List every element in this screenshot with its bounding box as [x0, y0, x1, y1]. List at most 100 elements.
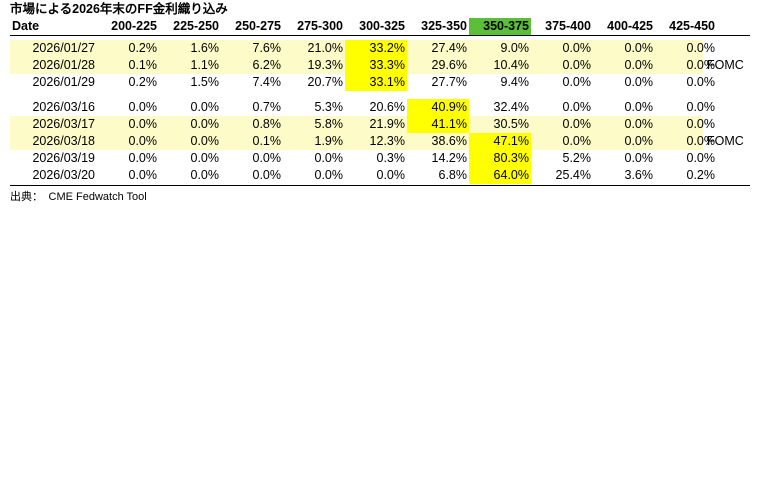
- probability-cell: 0.0%: [624, 58, 654, 72]
- probability-cell: 0.0%: [686, 41, 716, 55]
- probability-cell: 0.0%: [128, 168, 158, 182]
- probability-cell: 0.1%: [252, 134, 282, 148]
- probability-cell: 33.2%: [345, 40, 407, 57]
- probability-cell: 0.0%: [128, 100, 158, 114]
- column-header: 350-375: [469, 18, 531, 35]
- row-date: 2026/03/19: [32, 151, 95, 165]
- probability-cell: 10.4%: [493, 58, 529, 72]
- probability-cell: 7.6%: [252, 41, 282, 55]
- table-row: 2026/01/28 0.1% 1.1% 6.2% 19.3% 33.3% 29.6% 10.…: [10, 57, 750, 74]
- probability-cell: 5.3%: [314, 100, 344, 114]
- column-header: 300-325: [359, 19, 405, 33]
- probability-cell: 0.0%: [314, 151, 344, 165]
- probability-cell: 0.0%: [562, 100, 592, 114]
- probability-cell: 33.1%: [345, 74, 407, 91]
- probability-cell: 0.0%: [686, 117, 716, 131]
- column-header: 400-425: [607, 19, 653, 33]
- probability-cell: 20.6%: [369, 100, 405, 114]
- probability-cell: 27.7%: [431, 75, 467, 89]
- column-header: 425-450: [669, 19, 715, 33]
- rate-probability-table: Date 200-225 225-250 250-275 275-300 300-325 3…: [10, 18, 750, 186]
- probability-cell: 0.0%: [624, 75, 654, 89]
- probability-cell: 0.0%: [562, 134, 592, 148]
- probability-cell: 0.2%: [686, 168, 716, 182]
- probability-cell: 47.1%: [469, 133, 531, 150]
- probability-cell: 0.0%: [624, 100, 654, 114]
- probability-cell: 0.1%: [128, 58, 158, 72]
- row-date: 2026/03/17: [32, 117, 95, 131]
- probability-cell: 80.3%: [469, 150, 531, 167]
- probability-cell: 5.2%: [562, 151, 592, 165]
- probability-cell: 38.6%: [431, 134, 467, 148]
- probability-cell: 32.4%: [493, 100, 529, 114]
- probability-cell: 0.0%: [562, 58, 592, 72]
- table-row: 2026/01/27 0.2% 1.6% 7.6% 21.0% 33.2% 27.4% 9.0…: [10, 40, 750, 57]
- column-header: 325-350: [421, 19, 467, 33]
- column-header: Date: [12, 19, 40, 33]
- probability-cell: 21.9%: [369, 117, 405, 131]
- probability-cell: 0.0%: [190, 117, 220, 131]
- probability-cell: 0.0%: [562, 41, 592, 55]
- source-note: 出典： CME Fedwatch Tool: [10, 191, 147, 203]
- probability-cell: 0.3%: [376, 151, 406, 165]
- probability-cell: 6.8%: [438, 168, 468, 182]
- table-row: 2026/03/17 0.0% 0.0% 0.8% 5.8% 21.9% 41.1% 30.5…: [10, 116, 750, 133]
- column-header: 375-400: [545, 19, 591, 33]
- probability-cell: 0.0%: [128, 151, 158, 165]
- probability-cell: 29.6%: [431, 58, 467, 72]
- column-header: 250-275: [235, 19, 281, 33]
- probability-cell: 7.4%: [252, 75, 282, 89]
- fomc-band: [10, 116, 703, 133]
- probability-cell: 1.6%: [190, 41, 220, 55]
- row-date: 2026/03/20: [32, 168, 95, 182]
- probability-cell: 0.0%: [686, 100, 716, 114]
- probability-cell: 41.1%: [407, 116, 469, 133]
- probability-cell: 27.4%: [431, 41, 467, 55]
- table-row: 2026/01/29 0.2% 1.5% 7.4% 20.7% 33.1% 27.7% 9.4…: [10, 74, 750, 91]
- chart-title: 市場による2026年末のFF金利織り込み: [10, 2, 228, 16]
- row-date: 2026/01/29: [32, 75, 95, 89]
- header-divider: [10, 35, 750, 36]
- probability-cell: 6.2%: [252, 58, 282, 72]
- probability-cell: 0.0%: [686, 75, 716, 89]
- probability-cell: 14.2%: [431, 151, 467, 165]
- probability-cell: 0.2%: [128, 75, 158, 89]
- row-date: 2026/01/27: [32, 41, 95, 55]
- probability-cell: 64.0%: [469, 167, 531, 184]
- probability-cell: 20.7%: [307, 75, 343, 89]
- header-row: Date 200-225 225-250 250-275 275-300 300-325 3…: [10, 18, 750, 35]
- row-date: 2026/03/18: [32, 134, 95, 148]
- column-header: 200-225: [111, 19, 157, 33]
- row-date: 2026/01/28: [32, 58, 95, 72]
- probability-cell: 0.0%: [562, 75, 592, 89]
- probability-cell: 30.5%: [493, 117, 529, 131]
- probability-cell: 0.0%: [686, 151, 716, 165]
- probability-cell: 0.0%: [128, 117, 158, 131]
- probability-cell: 0.0%: [376, 168, 406, 182]
- probability-cell: 9.0%: [500, 41, 530, 55]
- probability-cell: 0.0%: [624, 134, 654, 148]
- probability-cell: 12.3%: [369, 134, 405, 148]
- probability-cell: 5.8%: [314, 117, 344, 131]
- probability-cell: 0.0%: [190, 151, 220, 165]
- probability-cell: 0.0%: [686, 134, 716, 148]
- probability-cell: 1.1%: [190, 58, 220, 72]
- column-header: 225-250: [173, 19, 219, 33]
- probability-cell: 33.3%: [345, 57, 407, 74]
- probability-cell: 19.3%: [307, 58, 343, 72]
- probability-cell: 0.0%: [190, 134, 220, 148]
- probability-cell: 0.0%: [190, 168, 220, 182]
- probability-cell: 0.7%: [252, 100, 282, 114]
- probability-cell: 9.4%: [500, 75, 530, 89]
- probability-cell: 3.6%: [624, 168, 654, 182]
- fomc-label: FOMC: [707, 134, 744, 148]
- probability-cell: 0.0%: [190, 100, 220, 114]
- probability-cell: 1.5%: [190, 75, 220, 89]
- probability-cell: 0.0%: [252, 151, 282, 165]
- probability-cell: 0.0%: [562, 117, 592, 131]
- table-bottom-border: [10, 185, 750, 186]
- table-row: 2026/03/20 0.0% 0.0% 0.0% 0.0% 0.0% 6.8% 64.0% 2…: [10, 167, 750, 184]
- probability-cell: 0.0%: [686, 58, 716, 72]
- table-row: 2026/03/18 0.0% 0.0% 0.1% 1.9% 12.3% 38.6% 47.1…: [10, 133, 750, 150]
- row-date: 2026/03/16: [32, 100, 95, 114]
